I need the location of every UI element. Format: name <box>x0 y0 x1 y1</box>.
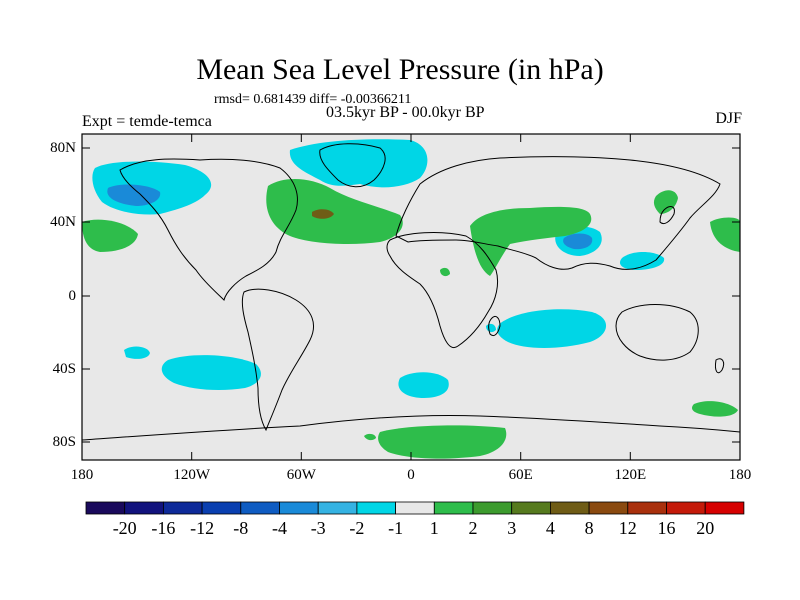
arctic-low <box>289 139 428 188</box>
colorbar-label: -20 <box>112 518 137 538</box>
south-pacific-low <box>161 355 261 391</box>
colorbar-swatch <box>317 501 358 515</box>
colorbar-swatch <box>550 501 590 515</box>
south-indian-low <box>497 309 607 348</box>
rmsd-diff-stats: rmsd= 0.681439 diff= -0.00366211 <box>214 92 412 107</box>
greenland-coast <box>319 143 386 188</box>
positive-anomaly-regions <box>82 179 740 459</box>
new-zealand-coast <box>715 358 725 374</box>
colorbar-swatch <box>666 501 706 515</box>
lat-label-0: 0 <box>68 288 77 304</box>
colorbar-swatch <box>124 501 164 515</box>
colorbar-label: -4 <box>272 518 287 538</box>
lon-label-180w: 180 <box>70 467 94 483</box>
africa-high <box>440 267 450 277</box>
colorbar-label: 12 <box>618 518 637 538</box>
east-pacific-high <box>710 217 740 252</box>
madagascar-coast <box>488 315 501 337</box>
east-asia-low <box>619 252 665 270</box>
atlantic-high-core <box>312 209 334 219</box>
colorbar-label: -16 <box>151 518 176 538</box>
season-label: DJF <box>715 110 742 127</box>
colorbar-label: 8 <box>584 518 594 538</box>
australia-coast <box>615 304 699 361</box>
west-pacific-high <box>82 219 138 252</box>
coastlines <box>81 143 741 441</box>
colorbar-swatch <box>279 501 319 515</box>
colorbar-label: 1 <box>429 518 439 538</box>
lon-label-0: 0 <box>407 467 415 483</box>
eurasia-high <box>470 206 592 276</box>
colorbar-label: -1 <box>388 518 404 538</box>
colorbar-label: 3 <box>507 518 517 538</box>
colorbar-label: -8 <box>233 518 249 538</box>
colorbar-swatch <box>356 501 396 515</box>
south-america-coast <box>241 288 314 432</box>
colorbar-label: 20 <box>696 518 715 538</box>
experiment-label: Expt = temde-temca <box>82 113 212 130</box>
colorbar-label: 16 <box>657 518 676 538</box>
south-atlantic-low <box>398 372 449 398</box>
eurasia-coast <box>395 156 721 270</box>
colorbar-label: 4 <box>545 518 555 538</box>
time-period: 03.5kyr BP - 00.0kyr BP <box>326 104 485 121</box>
lat-label-40n: 40N <box>50 214 76 230</box>
lon-label-180e: 180 <box>728 467 752 483</box>
southeast-pacific-high <box>692 401 738 417</box>
japan-high <box>653 190 678 214</box>
colorbar-label: 2 <box>468 518 478 538</box>
north-america-coast <box>119 158 298 301</box>
colorbar-swatch <box>201 501 242 515</box>
tibet-low-inner <box>563 233 593 250</box>
colorbar-swatch <box>511 501 551 515</box>
colorbar-swatch <box>472 501 513 515</box>
southwest-pacific-low <box>124 346 150 359</box>
lon-label-120w: 120W <box>173 467 211 483</box>
colorbar-swatch <box>85 501 126 515</box>
colorbar-swatch <box>162 501 203 515</box>
lat-label-80n: 80N <box>50 140 76 156</box>
lat-label-80s: 80S <box>52 434 76 450</box>
antarctica-coast <box>81 415 741 441</box>
colorbar-swatch <box>588 501 629 515</box>
lon-label-120e: 120E <box>614 467 647 483</box>
south-high-small <box>364 433 376 441</box>
colorbar-swatch <box>627 501 667 515</box>
colorbar-swatch <box>240 501 280 515</box>
japan-coast <box>659 206 675 225</box>
tick-marks <box>81 134 741 460</box>
lon-label-60e: 60E <box>508 467 533 483</box>
colorbar-swatch <box>433 501 474 515</box>
africa-coast <box>386 232 499 348</box>
colorbar-label: -2 <box>349 518 365 538</box>
north-atlantic-high <box>266 179 403 244</box>
colorbar <box>85 501 745 515</box>
colorbar-swatch <box>704 501 745 515</box>
map-title: Mean Sea Level Pressure (in hPa) <box>196 53 604 86</box>
antarctic-high <box>378 425 507 459</box>
lon-label-60w: 60W <box>286 467 316 483</box>
colorbar-label: -12 <box>190 518 215 538</box>
colorbar-swatch <box>395 501 435 515</box>
colorbar-label: -3 <box>310 518 326 538</box>
lat-label-40s: 40S <box>52 361 76 377</box>
